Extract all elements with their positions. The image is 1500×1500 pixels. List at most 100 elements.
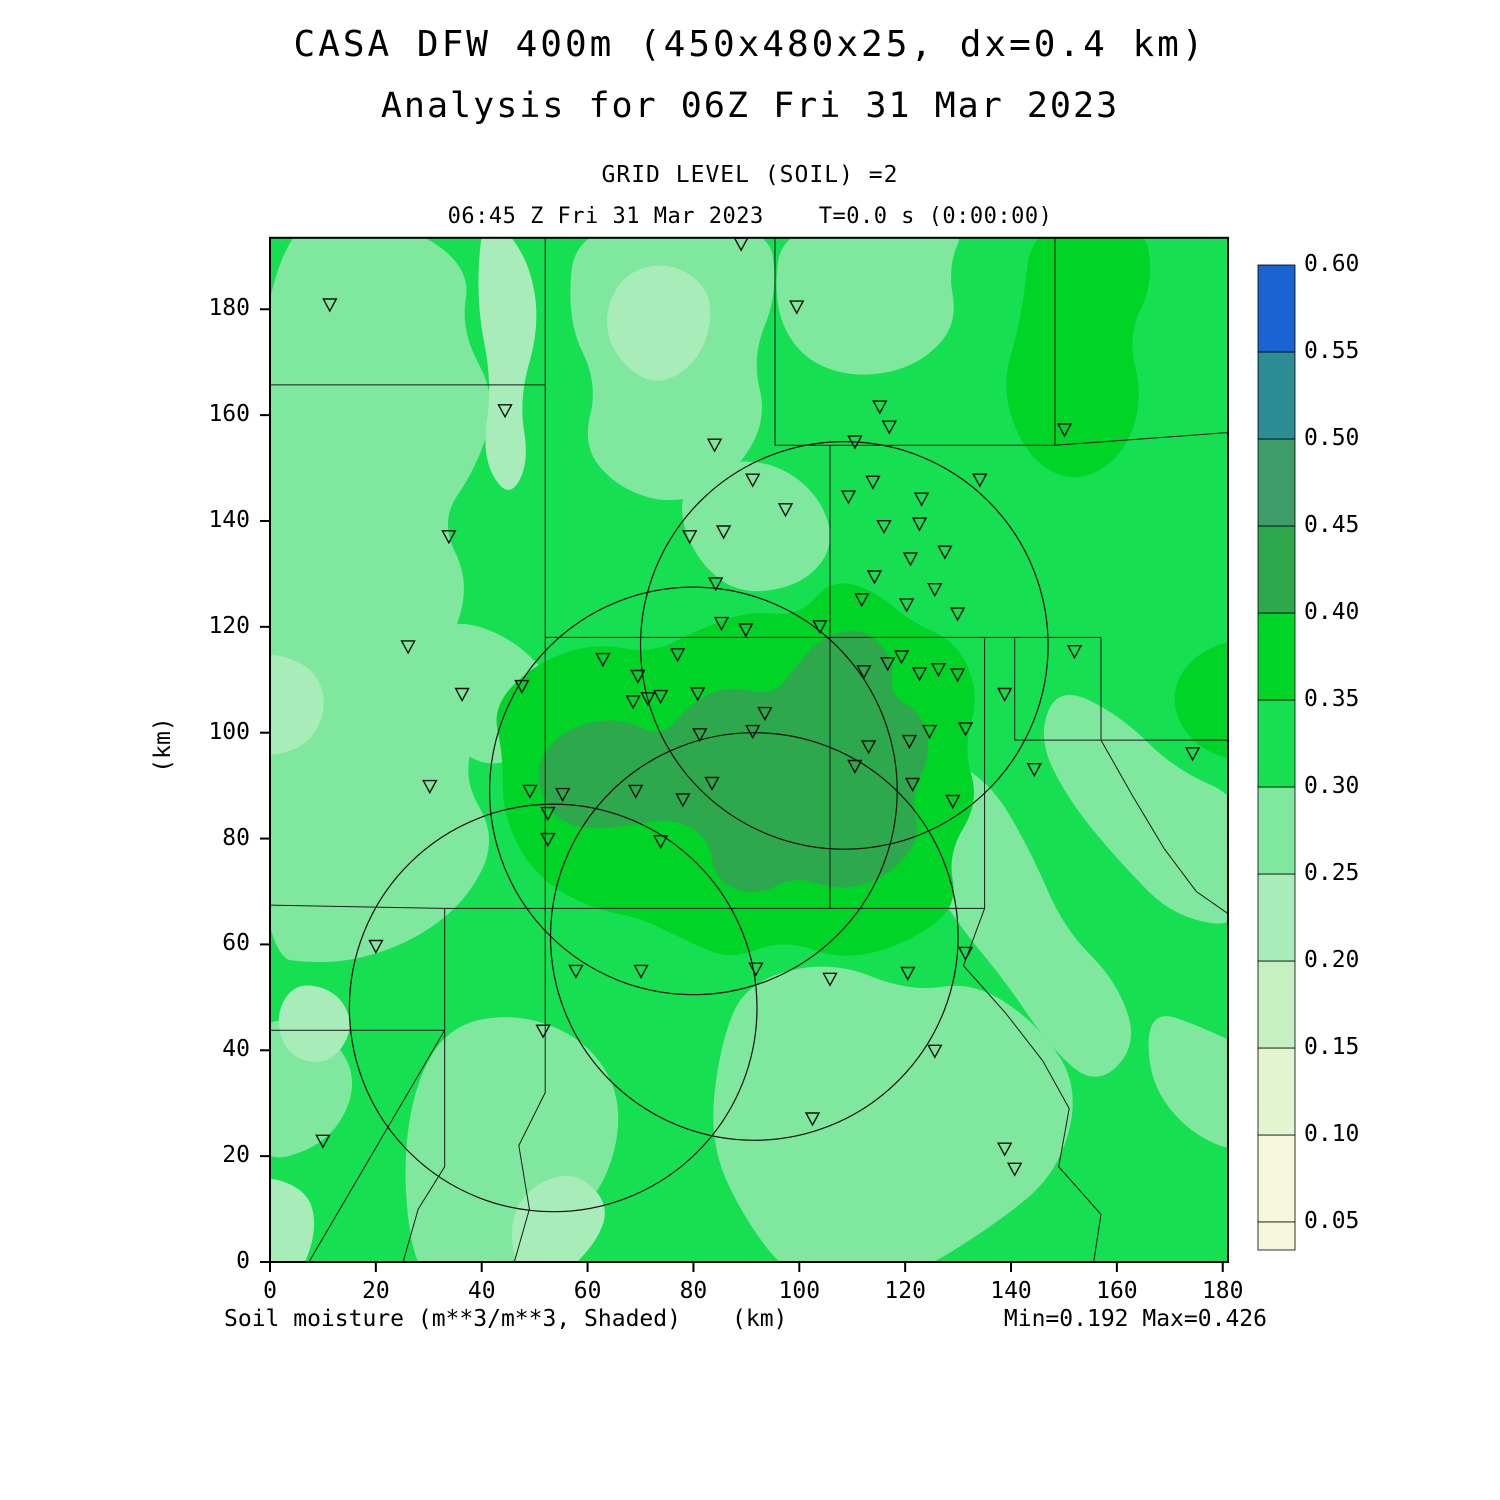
colorbar-tick-label: 0.60	[1304, 251, 1360, 277]
y-axis-tick-label: 0	[236, 1248, 250, 1274]
colorbar-segment	[1257, 612, 1296, 701]
station-marker	[400, 640, 416, 655]
station-marker	[856, 665, 872, 680]
station-marker	[555, 787, 571, 803]
station-marker	[930, 663, 947, 678]
colorbar-tick-label: 0.55	[1304, 338, 1360, 364]
radar-range-circle	[639, 441, 1049, 850]
station-marker	[669, 648, 686, 663]
station-marker	[625, 695, 641, 710]
station-marker	[745, 724, 761, 740]
station-marker	[972, 473, 988, 488]
station-marker	[899, 598, 915, 613]
contour-region-bottom-right-light	[713, 966, 1073, 1263]
grid-level-label: GRID LEVEL (SOIL) =2	[601, 162, 899, 188]
station-marker	[630, 669, 646, 684]
colorbar-tick-label: 0.50	[1304, 425, 1360, 451]
y-axis-tick-label: 120	[208, 612, 250, 639]
station-marker	[652, 689, 669, 705]
station-marker	[738, 623, 754, 638]
station-marker	[682, 530, 698, 545]
station-marker	[997, 1142, 1013, 1157]
contour-region-northeast-wet	[1006, 237, 1151, 478]
station-marker	[522, 784, 538, 799]
colorbar-tick-label: 0.20	[1304, 947, 1360, 973]
radar-range-circle	[348, 803, 758, 1213]
x-axis-tick-label: 0	[263, 1278, 277, 1304]
county-boundary	[308, 1029, 446, 1263]
station-marker	[927, 1044, 943, 1059]
contour-region-center-north-light	[682, 461, 831, 592]
station-marker	[880, 657, 896, 672]
x-axis-tick-label: 100	[778, 1278, 821, 1304]
contour-region-pale-top-middle	[607, 265, 711, 381]
station-marker	[881, 420, 897, 435]
station-marker	[497, 404, 513, 419]
contour-region-east-edge-wet	[1174, 643, 1229, 758]
station-marker	[1066, 645, 1083, 660]
contour-region-southeast-corner-light	[1148, 1016, 1229, 1148]
station-marker	[904, 777, 921, 792]
y-axis-tick-label: 60	[222, 930, 250, 957]
station-marker	[748, 962, 764, 977]
colorbar-segment	[1257, 264, 1296, 353]
x-axis-tick-label: 120	[884, 1278, 926, 1304]
colorbar-tick-label: 0.25	[1304, 860, 1360, 886]
colorbar-segment	[1257, 438, 1296, 527]
county-boundary	[1054, 432, 1229, 446]
contour-region-left-light	[270, 237, 491, 963]
y-axis-tick-label: 40	[222, 1036, 250, 1063]
station-marker	[713, 616, 730, 632]
station-marker	[708, 577, 724, 592]
station-marker	[937, 545, 953, 560]
x-axis-tick-label: 140	[990, 1278, 1032, 1304]
y-axis-tick-label: 80	[222, 824, 250, 851]
station-marker	[900, 966, 916, 981]
analysis-time-label: 06:45 Z Fri 31 Mar 2023 T=0.0 s (0:00:00…	[447, 204, 1053, 229]
station-marker	[633, 964, 649, 979]
station-marker	[692, 728, 708, 743]
station-marker	[997, 687, 1013, 702]
contour-region-top-right-middle-light	[776, 237, 960, 375]
y-axis-tick-label: 100	[208, 718, 250, 745]
y-axis-unit-label: (km)	[150, 717, 176, 773]
station-marker	[872, 400, 888, 415]
station-marker	[514, 679, 530, 695]
contour-region-central-wet-core	[538, 630, 929, 893]
colorbar-segment	[1257, 525, 1296, 614]
station-marker	[789, 300, 805, 315]
colorbar-segment	[1257, 351, 1296, 440]
station-marker	[949, 668, 966, 683]
station-marker	[540, 806, 556, 822]
colorbar-tick-label: 0.05	[1304, 1208, 1360, 1234]
station-marker	[840, 490, 857, 505]
colorbar-segment	[1257, 960, 1296, 1049]
station-marker	[777, 503, 794, 518]
figure-title-line2: Analysis for 06Z Fri 31 Mar 2023	[380, 86, 1120, 126]
map-field	[270, 237, 1229, 1263]
colorbar-tick-label: 0.40	[1304, 599, 1360, 625]
contour-region-pale-sw-corner	[270, 1179, 315, 1263]
y-axis-tick-label: 180	[208, 295, 250, 322]
station-marker	[893, 650, 910, 665]
station-marker	[640, 692, 656, 707]
station-marker	[847, 435, 863, 450]
station-marker	[945, 794, 961, 809]
station-marker	[568, 964, 584, 979]
station-marker	[901, 734, 918, 750]
colorbar-segment	[1257, 1047, 1296, 1136]
station-marker	[804, 1112, 821, 1127]
y-axis-tick-label: 160	[208, 401, 250, 428]
station-marker	[957, 722, 974, 737]
contour-region-pale-west-1	[270, 655, 324, 755]
station-marker	[927, 583, 943, 598]
station-marker	[757, 706, 773, 722]
station-marker	[876, 520, 892, 535]
colorbar-segment	[1257, 786, 1296, 875]
x-axis-tick-label: 160	[1096, 1278, 1138, 1304]
station-marker	[704, 776, 720, 791]
station-marker	[822, 972, 838, 987]
station-marker	[454, 687, 470, 702]
station-marker	[957, 946, 974, 961]
